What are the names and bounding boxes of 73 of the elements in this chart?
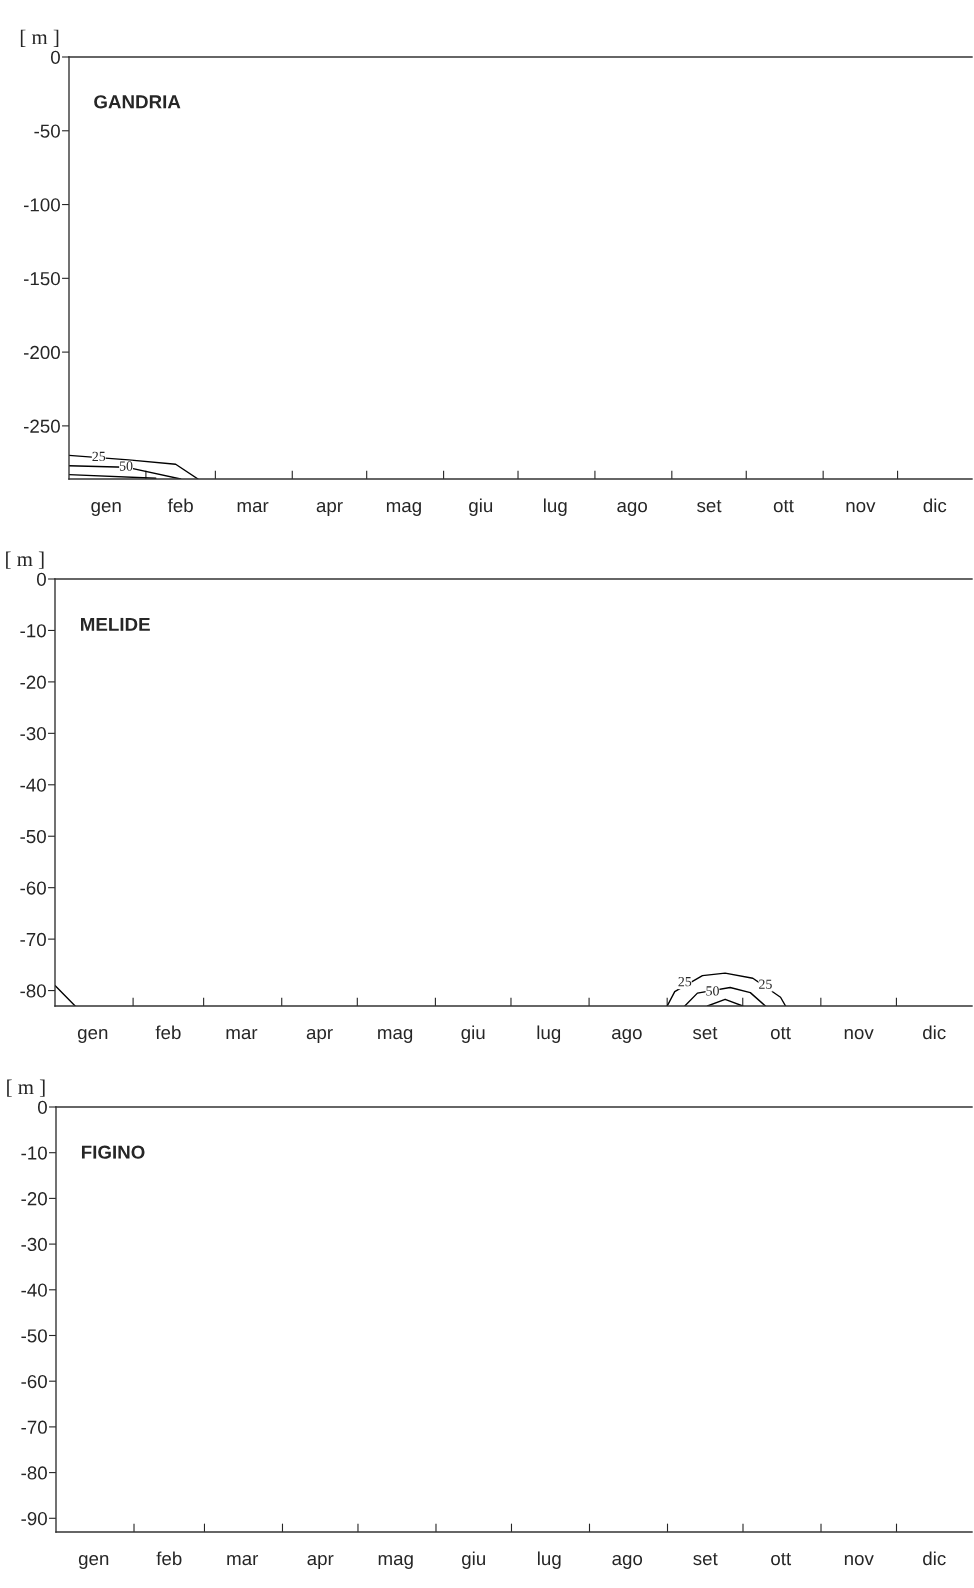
x-tick-label: apr — [316, 501, 343, 516]
x-tick-label: set — [693, 1552, 718, 1566]
x-tick-label: mag — [386, 501, 421, 516]
y-tick-label: -90 — [21, 1511, 47, 1526]
x-tick-label: nov — [844, 1554, 874, 1566]
x-tick-label: nov — [846, 501, 876, 513]
y-tick-label: 0 — [36, 572, 46, 586]
x-tick-label: ago — [612, 1028, 642, 1043]
y-tick-label: -100 — [23, 198, 60, 212]
x-tick-label: lug — [537, 1551, 561, 1569]
x-tick-label: giu — [461, 1025, 485, 1043]
annotation: 50 — [706, 986, 719, 996]
x-tick-label: gen — [78, 1554, 109, 1569]
y-tick-label: -80 — [21, 1466, 47, 1480]
x-tick-label: feb — [155, 1025, 181, 1040]
text: FIGINO — [81, 1145, 145, 1159]
x-tick-label: ago — [612, 1554, 643, 1569]
x-tick-label: ago — [617, 501, 647, 516]
text: GANDRIA — [94, 95, 181, 109]
y-axis-title: [ m ] — [20, 29, 59, 47]
annotation: 50 — [119, 461, 133, 471]
x-tick-label: lug — [543, 498, 567, 516]
y-axis-title: [ m ] — [7, 1079, 45, 1097]
y-tick-label: -70 — [20, 932, 46, 947]
x-tick-label: dic — [923, 1025, 946, 1040]
line-series — [666, 972, 787, 1006]
y-tick-label: -50 — [34, 124, 60, 138]
x-tick-label: giu — [469, 498, 493, 516]
y-tick-label: -30 — [21, 1237, 47, 1252]
x-tick-label: dic — [923, 498, 947, 513]
y-tick-label: -150 — [23, 272, 60, 286]
annotation: 25 — [678, 976, 692, 987]
text: MELIDE — [81, 617, 150, 631]
annotation: 25 — [759, 979, 772, 989]
x-tick-label: gen — [91, 501, 121, 516]
x-tick-label: mag — [378, 1028, 413, 1043]
x-tick-label: ott — [773, 499, 794, 513]
annotation: 25 — [92, 451, 106, 462]
x-tick-label: gen — [77, 1028, 108, 1043]
x-tick-label: ott — [771, 1552, 792, 1566]
x-tick-label: apr — [307, 1554, 334, 1569]
y-tick-label: -60 — [20, 881, 46, 895]
y-tick-label: -30 — [20, 727, 46, 741]
x-tick-label: lug — [537, 1025, 561, 1043]
y-tick-label: -10 — [20, 624, 46, 638]
x-tick-label: set — [697, 499, 722, 513]
x-tick-label: ott — [770, 1026, 791, 1040]
x-tick-label: nov — [844, 1028, 874, 1040]
y-tick-label: -50 — [21, 1329, 47, 1343]
y-tick-label: -250 — [23, 419, 60, 433]
x-tick-label: feb — [167, 498, 193, 513]
y-axis-title: [ m ] — [6, 551, 44, 569]
x-tick-label: feb — [156, 1551, 182, 1566]
x-tick-label: mar — [227, 1554, 259, 1566]
x-tick-label: apr — [306, 1028, 333, 1043]
y-tick-label: -50 — [20, 829, 46, 844]
y-tick-label: -20 — [20, 675, 46, 689]
x-tick-label: mag — [378, 1554, 413, 1569]
x-tick-label: mar — [226, 1028, 258, 1040]
y-tick-label: -200 — [23, 345, 60, 360]
y-tick-label: -10 — [21, 1146, 47, 1160]
x-tick-label: set — [692, 1026, 718, 1040]
y-tick-label: -40 — [20, 778, 46, 792]
y-tick-label: 0 — [37, 1100, 47, 1114]
y-tick-label: 0 — [50, 50, 60, 64]
y-tick-label: -20 — [21, 1192, 47, 1206]
y-tick-label: -80 — [20, 984, 46, 998]
x-tick-label: mar — [237, 501, 269, 513]
x-tick-label: dic — [923, 1551, 946, 1566]
y-tick-label: -70 — [21, 1420, 47, 1434]
x-tick-label: giu — [462, 1551, 485, 1569]
y-tick-label: -60 — [21, 1374, 47, 1389]
y-tick-label: -40 — [21, 1283, 47, 1297]
